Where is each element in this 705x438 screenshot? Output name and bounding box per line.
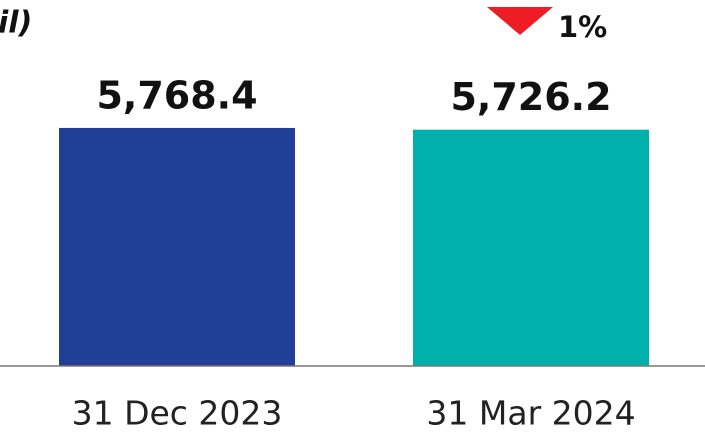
value-label: 5,726.2	[450, 75, 611, 119]
change-arrow	[487, 7, 553, 35]
bar	[413, 129, 649, 366]
x-tick-label: 31 Mar 2024	[426, 394, 635, 433]
value-label: 5,768.4	[96, 73, 257, 117]
chart-title: il)	[0, 6, 32, 41]
change-label: 1%	[558, 10, 607, 44]
x-tick-label: 31 Dec 2023	[72, 394, 283, 433]
bar	[59, 127, 295, 366]
